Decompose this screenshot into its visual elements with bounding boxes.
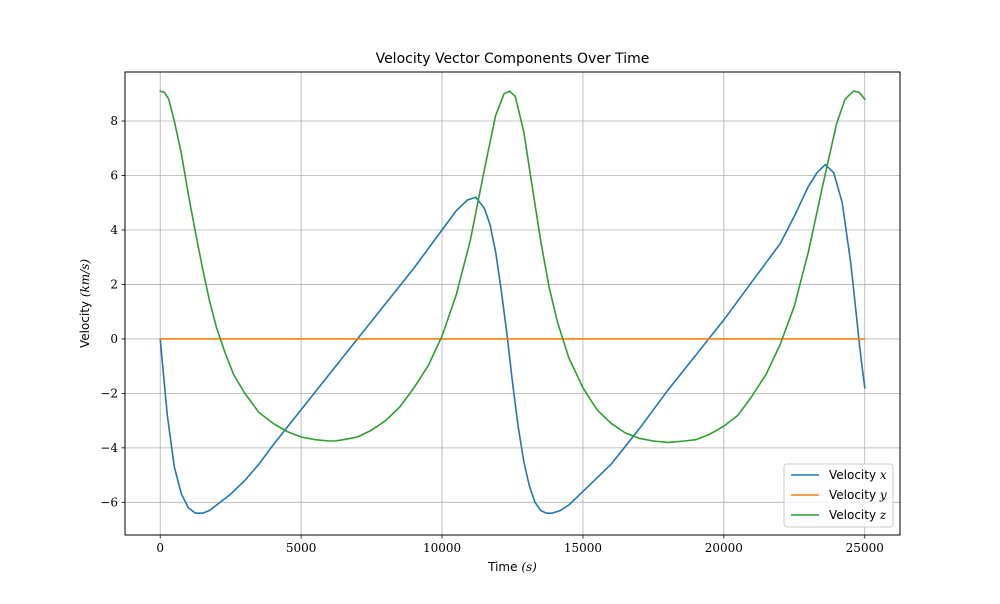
legend-label-text: Velocity: [829, 508, 880, 522]
y-tick-label: 8: [110, 114, 118, 128]
series-line-z: [159, 90, 866, 444]
y-tick-label: 6: [110, 168, 118, 182]
x-tick-label: 0: [156, 541, 164, 555]
x-axis-label-unit: (s): [521, 560, 537, 574]
x-tick-label: 10000: [423, 541, 461, 555]
y-tick-label: 0: [110, 332, 118, 346]
x-tick-label: 5000: [286, 541, 317, 555]
legend-box: [783, 463, 894, 528]
legend-label-math: x: [880, 468, 887, 482]
x-axis-label-text: Time: [487, 560, 521, 574]
y-axis-label-text: Velocity: [78, 297, 92, 348]
y-tick-label: 4: [110, 223, 118, 237]
y-axis-label: Velocity (km/s): [78, 259, 92, 348]
x-tick-label: 25000: [846, 541, 884, 555]
legend-label-text: Velocity: [829, 468, 880, 482]
legend-label: Velocity y: [829, 488, 887, 502]
grid: [125, 72, 900, 535]
x-axis-label: Time (s): [487, 560, 537, 574]
legend-label-math: y: [879, 488, 887, 502]
y-tick-label: −4: [100, 441, 118, 455]
x-tick-label: 15000: [564, 541, 602, 555]
x-tick-label: 20000: [705, 541, 743, 555]
chart-title: Velocity Vector Components Over Time: [376, 51, 650, 67]
plot-area: [125, 72, 900, 535]
legend-label-text: Velocity: [829, 488, 880, 502]
series-line-x: [159, 163, 866, 515]
legend-label: Velocity z: [829, 508, 887, 522]
y-tick-label: −2: [100, 386, 118, 400]
plot-frame: [124, 71, 901, 536]
legend-label-math: z: [879, 508, 887, 522]
y-axis-label-unit: (km/s): [78, 259, 92, 298]
ticks: 0 5000 10000 15000 20000 25000 −6 −4 −2 0 2 4 6 8: [100, 114, 884, 555]
y-tick-label: −6: [100, 495, 118, 509]
series-layer: [159, 90, 866, 515]
y-tick-label: 2: [110, 277, 118, 291]
legend-label: Velocity x: [829, 468, 887, 482]
